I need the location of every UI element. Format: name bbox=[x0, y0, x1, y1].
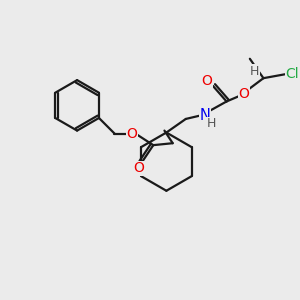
Text: O: O bbox=[238, 87, 250, 101]
Text: O: O bbox=[133, 161, 144, 176]
Text: H: H bbox=[250, 65, 260, 78]
Text: N: N bbox=[200, 108, 211, 123]
Text: O: O bbox=[127, 127, 137, 140]
Text: O: O bbox=[202, 74, 213, 88]
Text: H: H bbox=[206, 117, 216, 130]
Text: Cl: Cl bbox=[286, 67, 299, 81]
